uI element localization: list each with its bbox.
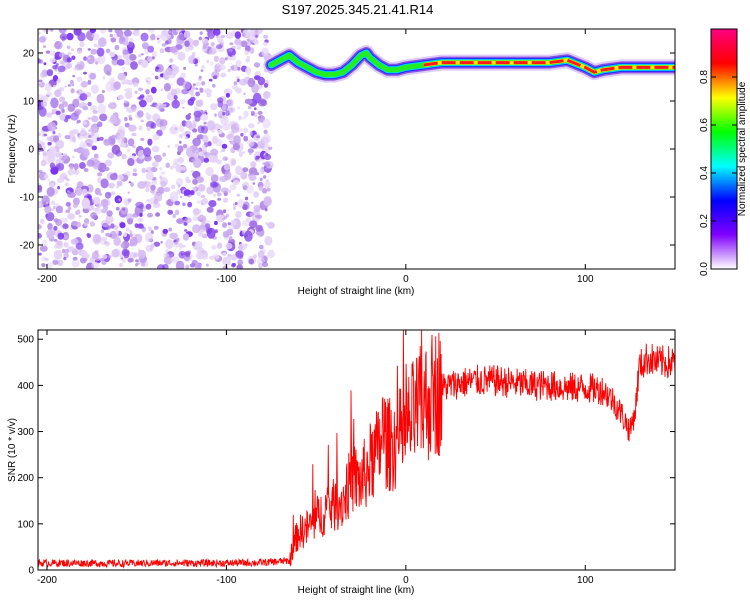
x-tick-label: 0	[403, 274, 409, 285]
snr-series-line	[38, 330, 675, 569]
y-tick-label: -10	[20, 193, 35, 204]
y-tick-label: 20	[23, 49, 35, 60]
colorbar-tick-label: 0.4	[699, 166, 710, 180]
y-tick-label: 100	[17, 519, 34, 530]
snr-y-label: SNR (10 * v/v)	[7, 418, 18, 482]
x-tick-label: -200	[37, 274, 57, 285]
spectrogram-x-ticks: -200 -100 0 100	[37, 29, 594, 285]
y-tick-label: 300	[17, 427, 34, 438]
x-tick-label: 0	[403, 575, 409, 586]
snr-data	[38, 330, 675, 569]
spectrogram-data	[38, 29, 675, 269]
snr-frame	[37, 329, 676, 571]
colorbar-tick-label: 0.2	[699, 214, 710, 228]
y-tick-label: 0	[28, 566, 34, 577]
colorbar: 0.0 0.2 0.4 0.6 0.8 Normalized spectral ampl…	[699, 28, 748, 276]
y-tick-label: 400	[17, 381, 34, 392]
spectrogram-x-label: Height of straight line (km)	[298, 286, 415, 297]
snr-panel: -200 -100 0 100 0 100 200 300 400 500 Height of …	[7, 329, 676, 596]
x-tick-label: 100	[577, 274, 594, 285]
colorbar-tick-label: 0.0	[699, 262, 710, 276]
snr-y-ticks: 0 100 200 300 400 500	[17, 335, 675, 577]
y-tick-label: -20	[20, 241, 35, 252]
colorbar-tick-label: 0.6	[699, 118, 710, 132]
snr-x-ticks: -200 -100 0 100	[37, 330, 594, 586]
chart-title: S197.2025.345.21.41.R14	[281, 2, 434, 17]
colorbar-scale	[710, 28, 738, 270]
y-tick-label: 200	[17, 473, 34, 484]
x-tick-label: -100	[216, 274, 236, 285]
spectrogram-y-ticks: -20 -10 0 10 20	[20, 49, 675, 252]
snr-x-label: Height of straight line (km)	[298, 585, 415, 596]
y-tick-label: 0	[28, 145, 34, 156]
signal-trace-core	[423, 58, 675, 74]
y-tick-label: 10	[23, 97, 35, 108]
noise-speckle	[38, 29, 275, 269]
spectrogram-y-label: Frequency (Hz)	[7, 115, 18, 184]
colorbar-tick-label: 0.8	[699, 70, 710, 84]
x-tick-label: 100	[577, 575, 594, 586]
colorbar-label: Normalized spectral amplitude	[737, 81, 748, 216]
colorbar-ticks: 0.0 0.2 0.4 0.6 0.8	[699, 70, 737, 276]
x-tick-label: -200	[37, 575, 57, 586]
x-tick-label: -100	[216, 575, 236, 586]
y-tick-label: 500	[17, 335, 34, 346]
